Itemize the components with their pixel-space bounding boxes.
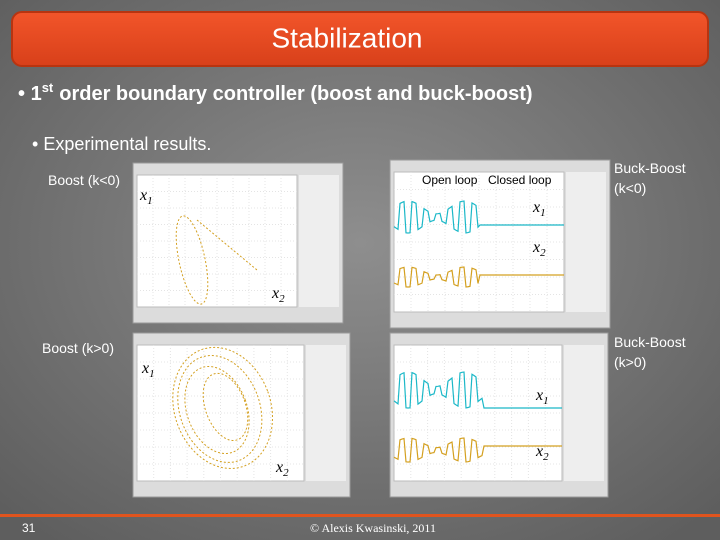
bullet-number: 1 xyxy=(31,83,42,105)
title: Stabilization xyxy=(272,22,423,53)
signal-base: x xyxy=(271,285,279,302)
waveform xyxy=(393,371,562,409)
page-number: 31 xyxy=(22,521,36,535)
signal-base: x xyxy=(532,199,540,216)
phase-trajectory xyxy=(202,372,249,442)
signal-base: x xyxy=(139,187,147,204)
signal-label: x2 xyxy=(532,239,546,259)
scope-sidebar xyxy=(306,345,346,481)
signal-label: x2 xyxy=(271,285,285,305)
bullet-text: order boundary controller (boost and buc… xyxy=(59,83,532,105)
signal-sub: 2 xyxy=(283,467,289,479)
copyright: © Alexis Kwasinski, 2011 xyxy=(310,521,436,535)
bullet: • 1st order boundary controller (boost an… xyxy=(18,80,533,105)
phase-trajectory xyxy=(172,346,273,469)
signal-label: x1 xyxy=(139,187,153,207)
signal-label: x1 xyxy=(141,360,155,380)
signal-sub: 2 xyxy=(540,247,546,259)
panel-label: Buck-Boost xyxy=(614,334,686,350)
signal-base: x xyxy=(535,387,543,404)
signal-sub: 1 xyxy=(147,195,153,207)
bullet-superscript: st xyxy=(42,80,54,95)
footer-line xyxy=(0,514,720,517)
signal-label: x2 xyxy=(535,443,549,463)
waveform xyxy=(393,200,564,234)
annotation: Open loop xyxy=(422,173,478,187)
sub-bullet: • Experimental results. xyxy=(32,134,211,154)
phase-trajectory xyxy=(175,215,209,305)
annotation: Closed loop xyxy=(488,173,552,187)
signal-label: x2 xyxy=(275,459,289,479)
signal-base: x xyxy=(275,459,283,476)
signal-label: x1 xyxy=(535,387,549,407)
signal-sub: 1 xyxy=(543,395,549,407)
phase-trajectory xyxy=(196,219,258,271)
panel-label: (k<0) xyxy=(614,180,646,196)
sub-bullet-text: Experimental results. xyxy=(43,134,211,154)
title-bar xyxy=(11,11,709,67)
phase-trajectory xyxy=(184,365,250,455)
signal-sub: 1 xyxy=(540,207,546,219)
panel-label: (k>0) xyxy=(614,354,646,370)
signal-sub: 2 xyxy=(543,451,549,463)
panel-label: Buck-Boost xyxy=(614,160,686,176)
signal-label: x1 xyxy=(532,199,546,219)
waveform xyxy=(393,266,564,288)
signal-sub: 2 xyxy=(279,293,285,305)
signal-base: x xyxy=(532,239,540,256)
scope-sidebar xyxy=(299,175,339,307)
waveform xyxy=(393,437,562,463)
scope-sidebar xyxy=(564,345,604,481)
signal-base: x xyxy=(535,443,543,460)
panel-label: Boost (k>0) xyxy=(42,340,114,356)
signal-base: x xyxy=(141,360,149,377)
signal-sub: 1 xyxy=(149,368,155,380)
scope-sidebar xyxy=(566,172,606,312)
panel-label: Boost (k<0) xyxy=(48,172,120,188)
